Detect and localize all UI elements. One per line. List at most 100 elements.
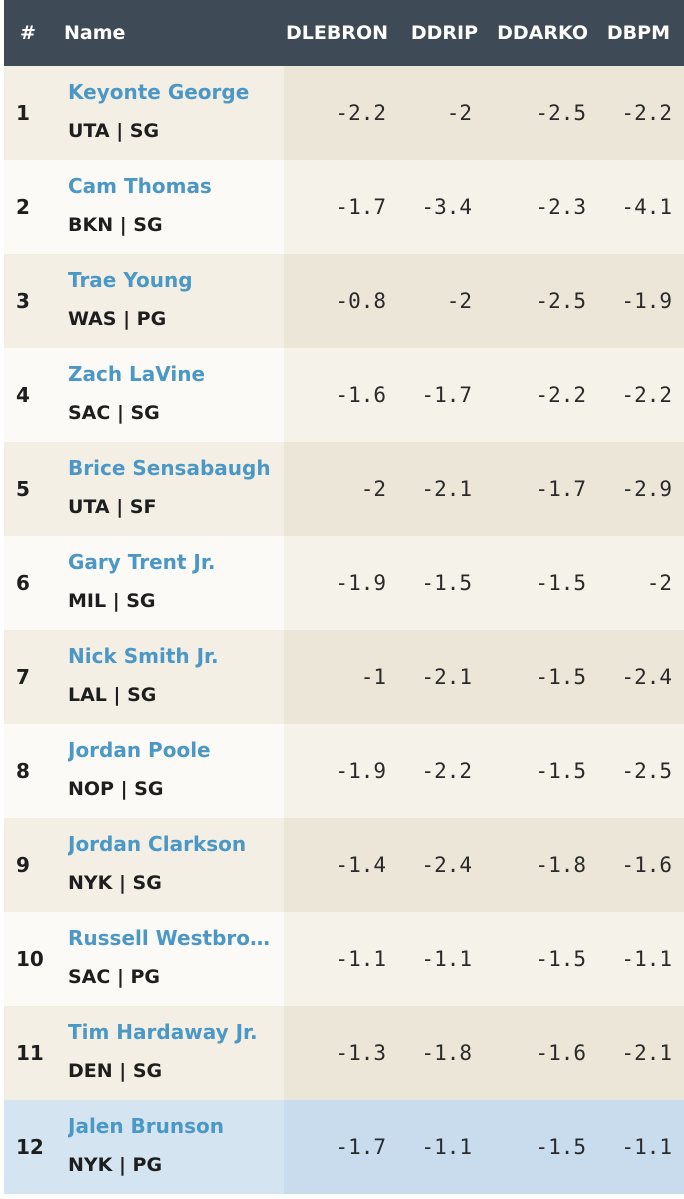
stat-dlebron: -1.9 bbox=[335, 571, 386, 595]
stat-ddarko: -2.5 bbox=[535, 101, 586, 125]
stat-ddrip: -2.4 bbox=[421, 853, 472, 877]
stat-ddarko: -1.5 bbox=[535, 1135, 586, 1159]
stat-columns-band bbox=[284, 912, 684, 1006]
stat-columns-band bbox=[284, 254, 684, 348]
table-row[interactable]: 11 Tim Hardaway Jr. DEN | SG -1.3 -1.8 -… bbox=[4, 1006, 684, 1100]
stat-columns-band bbox=[284, 818, 684, 912]
player-name-link[interactable]: Russell Westbrook bbox=[68, 926, 276, 950]
stat-ddrip: -1.5 bbox=[421, 571, 472, 595]
stat-ddrip: -1.7 bbox=[421, 383, 472, 407]
player-team-position: UTA | SG bbox=[68, 120, 160, 142]
table-row[interactable]: 2 Cam Thomas BKN | SG -1.7 -3.4 -2.3 -4.… bbox=[4, 160, 684, 254]
stat-ddarko: -1.7 bbox=[535, 477, 586, 501]
row-rank: 8 bbox=[16, 759, 30, 783]
table-row[interactable]: 7 Nick Smith Jr. LAL | SG -1 -2.1 -1.5 -… bbox=[4, 630, 684, 724]
player-name-link[interactable]: Jalen Brunson bbox=[68, 1114, 225, 1138]
table-body: 1 Keyonte George UTA | SG -2.2 -2 -2.5 -… bbox=[4, 66, 684, 1194]
player-name-link[interactable]: Nick Smith Jr. bbox=[68, 644, 219, 668]
stat-dbpm: -2 bbox=[646, 571, 672, 595]
stat-dlebron: -1 bbox=[360, 665, 386, 689]
stat-dbpm: -1.6 bbox=[621, 853, 672, 877]
stat-columns-band bbox=[284, 630, 684, 724]
player-team-position: BKN | SG bbox=[68, 214, 163, 236]
stat-dbpm: -2.9 bbox=[621, 477, 672, 501]
stat-dbpm: -2.4 bbox=[621, 665, 672, 689]
stat-ddrip: -3.4 bbox=[421, 195, 472, 219]
stat-ddarko: -2.2 bbox=[535, 383, 586, 407]
column-header-ddrip[interactable]: DDRIP bbox=[410, 22, 478, 44]
table-row[interactable]: 8 Jordan Poole NOP | SG -1.9 -2.2 -1.5 -… bbox=[4, 724, 684, 818]
stat-dlebron: -1.7 bbox=[335, 195, 386, 219]
row-rank: 1 bbox=[16, 101, 30, 125]
stat-dlebron: -1.3 bbox=[335, 1041, 386, 1065]
player-name-link[interactable]: Jordan Clarkson bbox=[68, 832, 247, 856]
player-name-link[interactable]: Cam Thomas bbox=[68, 174, 212, 198]
player-team-position: NOP | SG bbox=[68, 778, 164, 800]
player-team-position: NYK | SG bbox=[68, 872, 162, 894]
column-header-dlebron[interactable]: DLEBRON bbox=[285, 22, 388, 44]
column-header-dbpm[interactable]: DBPM bbox=[606, 22, 670, 44]
player-name-link[interactable]: Jordan Poole bbox=[68, 738, 211, 762]
row-rank: 3 bbox=[16, 289, 30, 313]
stat-ddrip: -1.8 bbox=[421, 1041, 472, 1065]
row-rank: 11 bbox=[16, 1041, 44, 1065]
stat-ddrip: -2.1 bbox=[421, 665, 472, 689]
stat-dlebron: -1.1 bbox=[335, 947, 386, 971]
stat-dbpm: -2.1 bbox=[621, 1041, 672, 1065]
column-header-ddarko[interactable]: DDARKO bbox=[497, 22, 588, 44]
row-rank: 6 bbox=[16, 571, 30, 595]
table-row[interactable]: 10 Russell Westbrook SAC | PG -1.1 -1.1 … bbox=[4, 912, 684, 1006]
table-row[interactable]: 1 Keyonte George UTA | SG -2.2 -2 -2.5 -… bbox=[4, 66, 684, 160]
row-rank: 9 bbox=[16, 853, 30, 877]
stat-ddrip: -2 bbox=[446, 289, 472, 313]
player-name-link[interactable]: Keyonte George bbox=[68, 80, 250, 104]
stat-ddrip: -2.2 bbox=[421, 759, 472, 783]
player-team-position: SAC | SG bbox=[68, 402, 160, 424]
table-header: # Name DLEBRON DDRIP DDARKO DBPM bbox=[4, 0, 684, 66]
stat-dlebron: -1.7 bbox=[335, 1135, 386, 1159]
table-row[interactable]: 12 Jalen Brunson NYK | PG -1.7 -1.1 -1.5… bbox=[4, 1100, 684, 1194]
table-row[interactable]: 3 Trae Young WAS | PG -0.8 -2 -2.5 -1.9 bbox=[4, 254, 684, 348]
stat-columns-band bbox=[284, 724, 684, 818]
player-team-position: DEN | SG bbox=[68, 1060, 163, 1082]
stat-ddarko: -1.6 bbox=[535, 1041, 586, 1065]
stat-ddarko: -1.8 bbox=[535, 853, 586, 877]
stat-dlebron: -1.6 bbox=[335, 383, 386, 407]
row-rank: 4 bbox=[16, 383, 30, 407]
stat-ddarko: -1.5 bbox=[535, 759, 586, 783]
table-row[interactable]: 6 Gary Trent Jr. MIL | SG -1.9 -1.5 -1.5… bbox=[4, 536, 684, 630]
stat-dbpm: -1.9 bbox=[621, 289, 672, 313]
player-name-link[interactable]: Tim Hardaway Jr. bbox=[68, 1020, 258, 1044]
stat-ddrip: -1.1 bbox=[421, 1135, 472, 1159]
stat-columns-band bbox=[284, 442, 684, 536]
stat-dbpm: -2.5 bbox=[621, 759, 672, 783]
stat-ddrip: -2.1 bbox=[421, 477, 472, 501]
stat-columns-band bbox=[284, 348, 684, 442]
column-header-rank[interactable]: # bbox=[20, 22, 36, 44]
stat-ddarko: -1.5 bbox=[535, 947, 586, 971]
row-rank: 10 bbox=[16, 947, 44, 971]
table-row[interactable]: 4 Zach LaVine SAC | SG -1.6 -1.7 -2.2 -2… bbox=[4, 348, 684, 442]
table-row[interactable]: 5 Brice Sensabaugh UTA | SF -2 -2.1 -1.7… bbox=[4, 442, 684, 536]
stat-dbpm: -1.1 bbox=[621, 1135, 672, 1159]
row-rank: 5 bbox=[16, 477, 30, 501]
row-rank: 2 bbox=[16, 195, 30, 219]
table-row[interactable]: 9 Jordan Clarkson NYK | SG -1.4 -2.4 -1.… bbox=[4, 818, 684, 912]
stat-columns-band bbox=[284, 66, 684, 160]
stat-ddrip: -2 bbox=[446, 101, 472, 125]
stat-ddarko: -2.3 bbox=[535, 195, 586, 219]
stat-dlebron: -2 bbox=[360, 477, 386, 501]
column-header-name[interactable]: Name bbox=[64, 22, 126, 44]
stat-ddarko: -1.5 bbox=[535, 665, 586, 689]
player-name-link[interactable]: Gary Trent Jr. bbox=[68, 550, 216, 574]
player-team-position: LAL | SG bbox=[68, 684, 157, 706]
stat-dbpm: -4.1 bbox=[621, 195, 672, 219]
player-name-link[interactable]: Zach LaVine bbox=[68, 362, 206, 386]
player-team-position: SAC | PG bbox=[68, 966, 161, 988]
player-name-link[interactable]: Brice Sensabaugh bbox=[68, 456, 271, 480]
player-name-link[interactable]: Trae Young bbox=[68, 268, 193, 292]
player-team-position: NYK | PG bbox=[68, 1154, 163, 1176]
stat-ddrip: -1.1 bbox=[421, 947, 472, 971]
player-team-position: UTA | SF bbox=[68, 496, 157, 518]
